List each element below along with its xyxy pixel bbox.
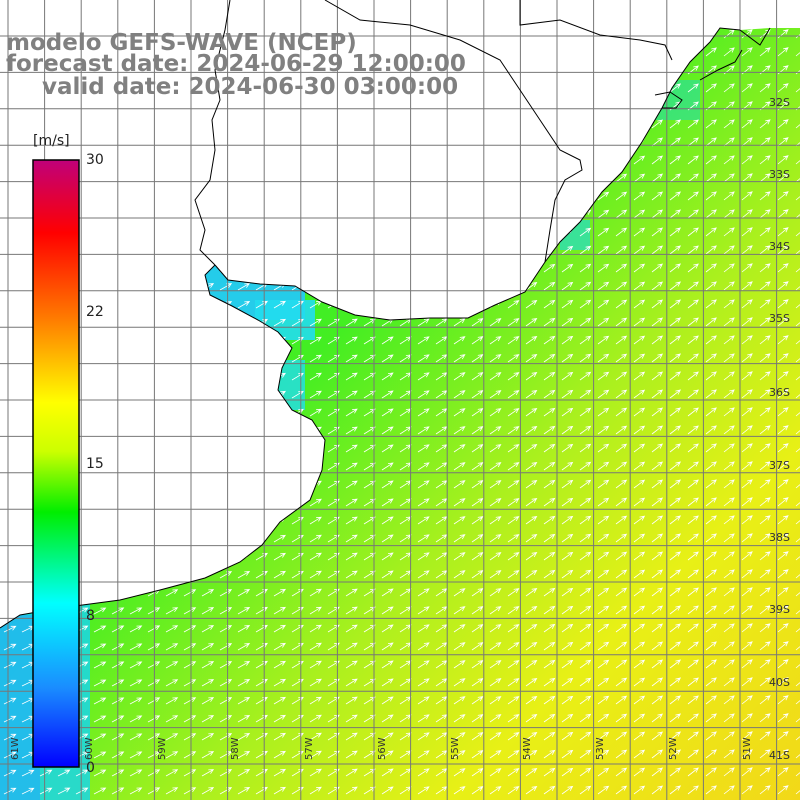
lat-label: 38S: [769, 531, 790, 544]
colorbar-gradient: [32, 159, 80, 768]
lat-label: 39S: [769, 603, 790, 616]
lon-label: 57W: [304, 737, 315, 760]
lon-label: 56W: [377, 737, 388, 760]
lon-label: 60W: [84, 737, 95, 760]
title-valid-date: valid date: 2024-06-30 03:00:00: [42, 74, 459, 100]
colorbar-tick-label: 8: [86, 608, 95, 624]
lat-label: 40S: [769, 676, 790, 689]
lat-label: 36S: [769, 386, 790, 399]
colorbar-tick-label: 0: [86, 760, 95, 776]
country-borders: [194, 0, 743, 266]
lon-label: 59W: [157, 737, 168, 760]
lat-label: 33S: [769, 168, 790, 181]
lon-label: 53W: [595, 737, 606, 760]
lon-label: 54W: [522, 737, 533, 760]
lon-label: 52W: [668, 737, 679, 760]
lat-label: 37S: [769, 459, 790, 472]
colorbar-tick-label: 15: [86, 456, 104, 472]
lat-label: 35S: [769, 312, 790, 325]
lat-label: 32S: [769, 96, 790, 109]
latitude-labels: 32S 33S 34S 35S 36S 37S 38S 39S 40S 41S: [769, 96, 790, 762]
colorbar-tick-label: 30: [86, 152, 104, 168]
title-forecast-date: forecast date: 2024-06-29 12:00:00: [6, 51, 466, 77]
wind-arrow-field: [3, 28, 800, 795]
lon-label: 58W: [230, 737, 241, 760]
title-model: modelo GEFS-WAVE (NCEP): [6, 30, 357, 56]
lat-label: 41S: [769, 749, 790, 762]
colorbar-unit-label: [m/s]: [33, 133, 70, 149]
colorbar-tick-label: 22: [86, 304, 104, 320]
lon-label: 55W: [450, 737, 461, 760]
wind-arrows: [3, 28, 800, 795]
colorbar: [32, 159, 80, 768]
longitude-labels: 61W 60W 59W 58W 57W 56W 55W 54W 53W 52W …: [10, 737, 753, 760]
lon-label: 51W: [742, 737, 753, 760]
lat-label: 34S: [769, 240, 790, 253]
lon-label: 61W: [10, 737, 21, 760]
